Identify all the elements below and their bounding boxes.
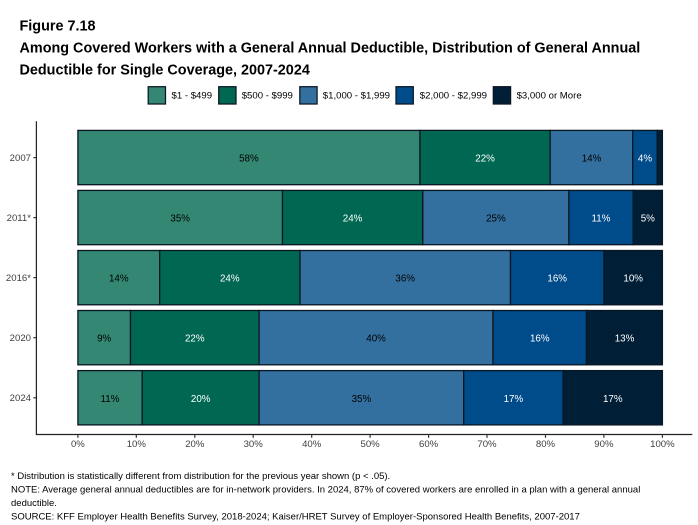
svg-text:Figure 7.18: Figure 7.18	[20, 19, 96, 35]
svg-text:70%: 70%	[477, 439, 497, 450]
svg-text:Among Covered Workers with a G: Among Covered Workers with a General Ann…	[20, 41, 641, 57]
svg-text:SOURCE: KFF Employer Health Be: SOURCE: KFF Employer Health Benefits Sur…	[11, 512, 580, 523]
svg-text:20%: 20%	[185, 439, 205, 450]
svg-text:4%: 4%	[638, 154, 652, 165]
svg-text:10%: 10%	[623, 274, 643, 285]
svg-text:2024: 2024	[10, 393, 32, 404]
svg-text:$3,000 or More: $3,000 or More	[517, 91, 582, 102]
svg-text:100%: 100%	[650, 439, 675, 450]
svg-text:80%: 80%	[536, 439, 556, 450]
svg-text:11%: 11%	[592, 214, 611, 225]
svg-text:$2,000 - $2,999: $2,000 - $2,999	[420, 91, 487, 102]
svg-text:$1 - $499: $1 - $499	[172, 91, 213, 102]
svg-text:NOTE: Average general annual d: NOTE: Average general annual deductibles…	[11, 485, 640, 496]
svg-text:35%: 35%	[170, 214, 190, 225]
svg-text:11%: 11%	[101, 394, 120, 405]
svg-text:22%: 22%	[475, 154, 495, 165]
svg-text:2016*: 2016*	[6, 273, 31, 284]
svg-text:13%: 13%	[615, 334, 635, 345]
svg-text:14%: 14%	[582, 154, 602, 165]
svg-text:$500 - $999: $500 - $999	[242, 91, 293, 102]
svg-text:14%: 14%	[109, 274, 129, 285]
svg-text:16%: 16%	[530, 334, 550, 345]
svg-text:22%: 22%	[185, 334, 205, 345]
svg-text:24%: 24%	[343, 214, 363, 225]
svg-text:40%: 40%	[302, 439, 322, 450]
svg-text:40%: 40%	[366, 334, 386, 345]
svg-text:30%: 30%	[244, 439, 264, 450]
svg-text:* Distribution is statisticall: * Distribution is statistically differen…	[11, 471, 390, 482]
svg-text:5%: 5%	[641, 214, 655, 225]
svg-text:90%: 90%	[594, 439, 614, 450]
svg-text:Deductible for Single Coverage: Deductible for Single Coverage, 2007-202…	[20, 63, 310, 79]
svg-text:0%: 0%	[71, 439, 85, 450]
svg-text:24%: 24%	[220, 274, 240, 285]
svg-text:deductible.: deductible.	[11, 498, 57, 509]
svg-text:35%: 35%	[352, 394, 372, 405]
svg-text:10%: 10%	[127, 439, 147, 450]
svg-text:2020: 2020	[10, 333, 31, 344]
svg-text:9%: 9%	[97, 334, 111, 345]
svg-text:17%: 17%	[504, 394, 524, 405]
svg-text:17%: 17%	[603, 394, 623, 405]
svg-text:2007: 2007	[10, 153, 31, 164]
svg-text:25%: 25%	[486, 214, 506, 225]
svg-text:50%: 50%	[360, 439, 380, 450]
svg-text:2011*: 2011*	[7, 213, 32, 224]
svg-text:$1,000 - $1,999: $1,000 - $1,999	[323, 91, 390, 102]
svg-text:58%: 58%	[239, 154, 259, 165]
svg-text:36%: 36%	[395, 274, 415, 285]
svg-text:60%: 60%	[419, 439, 439, 450]
svg-text:20%: 20%	[191, 394, 211, 405]
svg-text:16%: 16%	[547, 274, 567, 285]
